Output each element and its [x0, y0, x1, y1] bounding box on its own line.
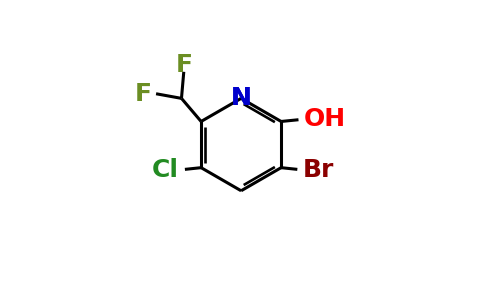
Text: Br: Br — [303, 158, 334, 182]
Text: N: N — [231, 86, 252, 110]
Text: N: N — [231, 86, 252, 110]
Text: F: F — [175, 53, 192, 77]
Text: OH: OH — [304, 107, 347, 131]
Text: F: F — [135, 82, 152, 106]
Text: Cl: Cl — [152, 158, 179, 182]
